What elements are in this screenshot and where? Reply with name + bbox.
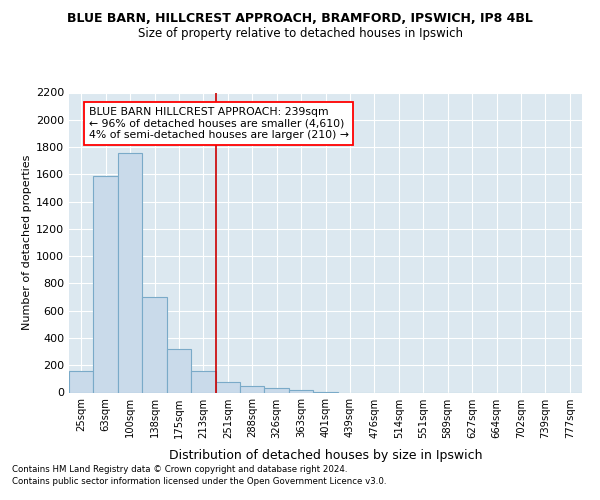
Bar [142, 297, 167, 392]
Y-axis label: Number of detached properties: Number of detached properties [22, 155, 32, 330]
Text: BLUE BARN HILLCREST APPROACH: 239sqm
← 96% of detached houses are smaller (4,610: BLUE BARN HILLCREST APPROACH: 239sqm ← 9… [89, 107, 349, 140]
Text: Size of property relative to detached houses in Ipswich: Size of property relative to detached ho… [137, 28, 463, 40]
Bar [289, 390, 313, 392]
Bar [94, 176, 118, 392]
Bar [69, 370, 94, 392]
X-axis label: Distribution of detached houses by size in Ipswich: Distribution of detached houses by size … [169, 449, 482, 462]
Bar [265, 388, 289, 392]
Bar [240, 386, 265, 392]
Bar [118, 152, 142, 392]
Bar [215, 382, 240, 392]
Text: Contains HM Land Registry data © Crown copyright and database right 2024.: Contains HM Land Registry data © Crown c… [12, 465, 347, 474]
Text: BLUE BARN, HILLCREST APPROACH, BRAMFORD, IPSWICH, IP8 4BL: BLUE BARN, HILLCREST APPROACH, BRAMFORD,… [67, 12, 533, 26]
Bar [167, 349, 191, 393]
Text: Contains public sector information licensed under the Open Government Licence v3: Contains public sector information licen… [12, 477, 386, 486]
Bar [191, 370, 215, 392]
